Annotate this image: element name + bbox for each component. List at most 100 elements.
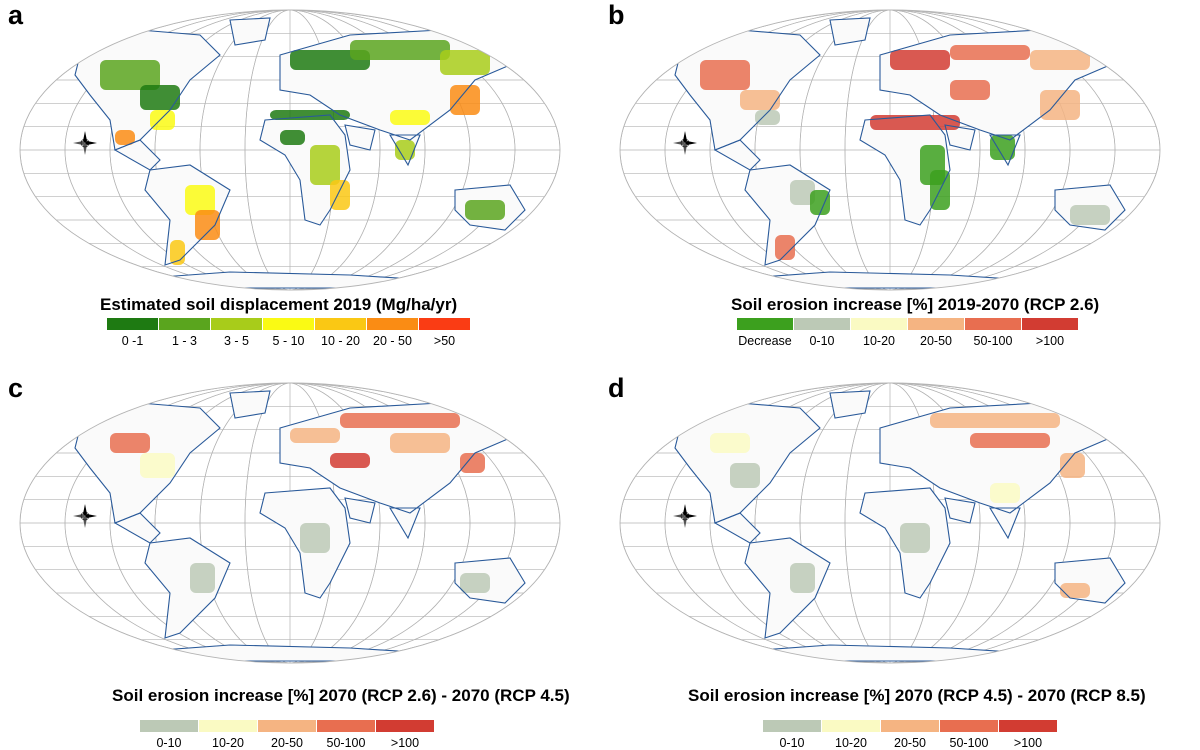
legend-swatch: [419, 318, 470, 330]
legend-label: 50-100: [974, 334, 1013, 348]
legend-title: Soil erosion increase [%] 2019-2070 (RCP…: [731, 295, 1099, 315]
legend-label: 20-50: [920, 334, 952, 348]
legend-swatch: [822, 720, 880, 732]
panel-letter: d: [608, 373, 625, 404]
legend-label: >100: [391, 736, 419, 750]
legend-swatch: [107, 318, 158, 330]
erosion-patch: [465, 200, 505, 220]
legend-label: 0-10: [156, 736, 181, 750]
land-areas: [75, 391, 525, 661]
erosion-patch: [350, 40, 450, 60]
legend-label: 1 - 3: [172, 334, 197, 348]
legend-swatch: [763, 720, 821, 732]
compass-rose-icon: [673, 504, 697, 528]
erosion-patch: [710, 433, 750, 453]
legend-label: >100: [1014, 736, 1042, 750]
legend-swatch: [159, 318, 210, 330]
legend-swatch: [851, 318, 907, 330]
legend-label: >50: [434, 334, 455, 348]
legend-label: 20 - 50: [373, 334, 412, 348]
panel-a: a Estimated soil displacement 2019 (Mg/ha…: [0, 0, 600, 373]
legend-swatch: [999, 720, 1057, 732]
legend-label: Decrease: [738, 334, 792, 348]
erosion-patch: [730, 463, 760, 488]
legend-swatch: [140, 720, 198, 732]
erosion-patch: [340, 413, 460, 428]
erosion-patch: [790, 563, 815, 593]
legend-label: >100: [1036, 334, 1064, 348]
legend-label: 0-10: [809, 334, 834, 348]
legend-swatch: [376, 720, 434, 732]
world-map: [0, 373, 600, 673]
erosion-patch: [740, 90, 780, 110]
legend-title: Estimated soil displacement 2019 (Mg/ha/…: [100, 295, 457, 315]
erosion-patch: [1030, 50, 1090, 70]
legend-label: 0-10: [779, 736, 804, 750]
erosion-patch: [700, 60, 750, 90]
land-areas: [75, 18, 525, 288]
legend-label: 10-20: [835, 736, 867, 750]
erosion-patch: [290, 428, 340, 443]
panel-d: d Soil erosion increase [%] 2070 (RCP 4.5…: [600, 373, 1200, 746]
erosion-patch: [890, 50, 950, 70]
world-map: [600, 0, 1200, 300]
erosion-patch: [110, 433, 150, 453]
legend-label: 20-50: [271, 736, 303, 750]
legend-swatch: [211, 318, 262, 330]
erosion-patch: [930, 413, 1060, 428]
erosion-patch: [990, 483, 1020, 503]
panel-letter: a: [8, 0, 23, 31]
legend-swatch: [263, 318, 314, 330]
legend-label: 10 - 20: [321, 334, 360, 348]
legend-swatch: [317, 720, 375, 732]
erosion-patch: [1040, 90, 1080, 120]
erosion-patch: [140, 453, 175, 478]
legend-label: 10-20: [212, 736, 244, 750]
legend-swatch: [737, 318, 793, 330]
legend-label: 0 -1: [122, 334, 144, 348]
erosion-patch: [330, 180, 350, 210]
erosion-patch: [1070, 205, 1110, 225]
legend-swatch: [199, 720, 257, 732]
legend-swatch: [940, 720, 998, 732]
legend-label: 50-100: [950, 736, 989, 750]
erosion-patch: [810, 190, 830, 215]
erosion-patch: [900, 523, 930, 553]
legend-swatch: [367, 318, 418, 330]
erosion-patch: [330, 453, 370, 468]
legend-label: 5 - 10: [273, 334, 305, 348]
erosion-patch: [460, 573, 490, 593]
erosion-patch: [310, 145, 340, 185]
legend-swatch: [315, 318, 366, 330]
erosion-patch: [190, 563, 215, 593]
erosion-patch: [390, 110, 430, 125]
erosion-patch: [450, 85, 480, 115]
erosion-patch: [280, 130, 305, 145]
erosion-patch: [395, 140, 415, 160]
erosion-patch: [195, 210, 220, 240]
legend-title: Soil erosion increase [%] 2070 (RCP 4.5)…: [688, 686, 1146, 706]
legend-swatch: [908, 318, 964, 330]
land-areas: [675, 391, 1125, 661]
world-map: [0, 0, 600, 300]
erosion-patch: [140, 85, 180, 110]
world-map: [600, 373, 1200, 673]
legend-label: 50-100: [327, 736, 366, 750]
legend-swatch: [881, 720, 939, 732]
erosion-patch: [950, 45, 1030, 60]
erosion-patch: [970, 433, 1050, 448]
compass-rose-icon: [73, 131, 97, 155]
erosion-patch: [1060, 583, 1090, 598]
erosion-patch: [950, 80, 990, 100]
legend-swatch: [794, 318, 850, 330]
erosion-patch: [390, 433, 450, 453]
compass-rose-icon: [73, 504, 97, 528]
legend-label: 3 - 5: [224, 334, 249, 348]
panel-letter: b: [608, 0, 625, 31]
panel-b: b Soil erosion increase [%] 2019-2070 (RC…: [600, 0, 1200, 373]
legend-swatch: [258, 720, 316, 732]
legend-label: 10-20: [863, 334, 895, 348]
legend-swatch: [1022, 318, 1078, 330]
panel-letter: c: [8, 373, 23, 404]
legend-swatch: [965, 318, 1021, 330]
